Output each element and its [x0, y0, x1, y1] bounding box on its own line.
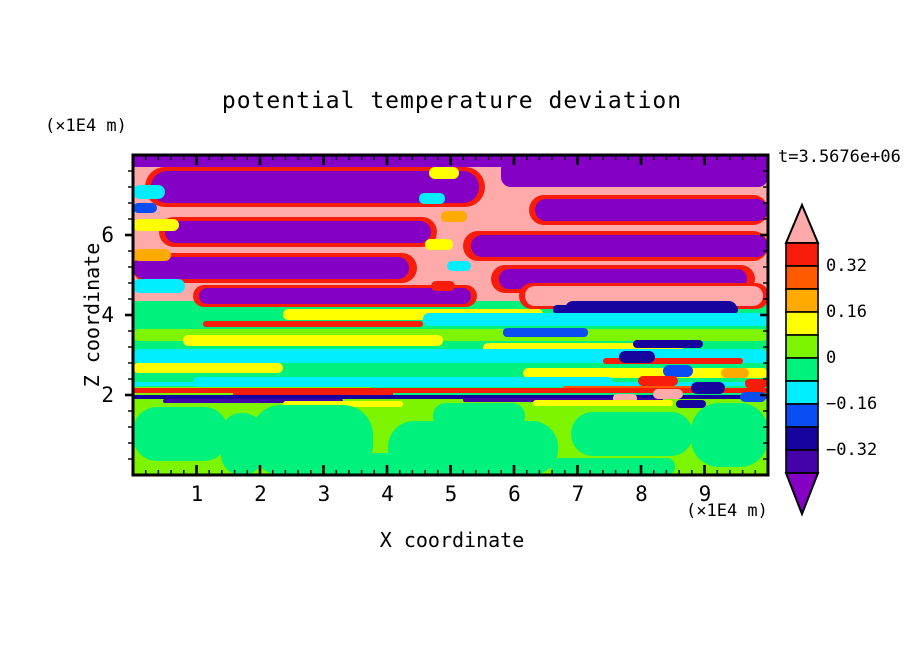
colorbar-tick-label: −0.32: [826, 440, 878, 460]
x-tick-label: 6: [508, 482, 521, 506]
y-axis-unit-label: (×1E4 m): [45, 116, 127, 136]
x-tick-label: 3: [317, 482, 331, 506]
colorbar-tick-label: 0: [826, 348, 837, 368]
page-title: potential temperature deviation: [221, 88, 683, 114]
colorbar-tick-label: −0.16: [826, 394, 878, 414]
x-axis-title: X coordinate: [379, 528, 525, 552]
contour-shapes: [133, 155, 769, 475]
x-tick-label: 8: [635, 482, 648, 506]
x-tick-label: 4: [381, 482, 394, 506]
x-tick-label: 9: [698, 482, 712, 506]
y-tick-label: 6: [101, 223, 114, 247]
x-tick-label: 2: [254, 482, 267, 506]
x-tick-label: 7: [571, 482, 585, 506]
x-tick-label: 5: [444, 482, 458, 506]
colorbar-tick-label: 0.32: [826, 256, 867, 276]
x-tick-label: 1: [190, 482, 204, 506]
x-axis-unit-label: (×1E4 m): [686, 501, 768, 521]
y-tick-label: 4: [101, 303, 114, 327]
contour-field: [125, 153, 770, 477]
colorbar-tick-label: 0.16: [826, 302, 867, 322]
colorbar: [784, 202, 820, 517]
plot-frame: [131, 153, 770, 477]
time-label: t=3.5676e+06: [778, 147, 901, 167]
y-tick-label: 2: [101, 383, 114, 407]
